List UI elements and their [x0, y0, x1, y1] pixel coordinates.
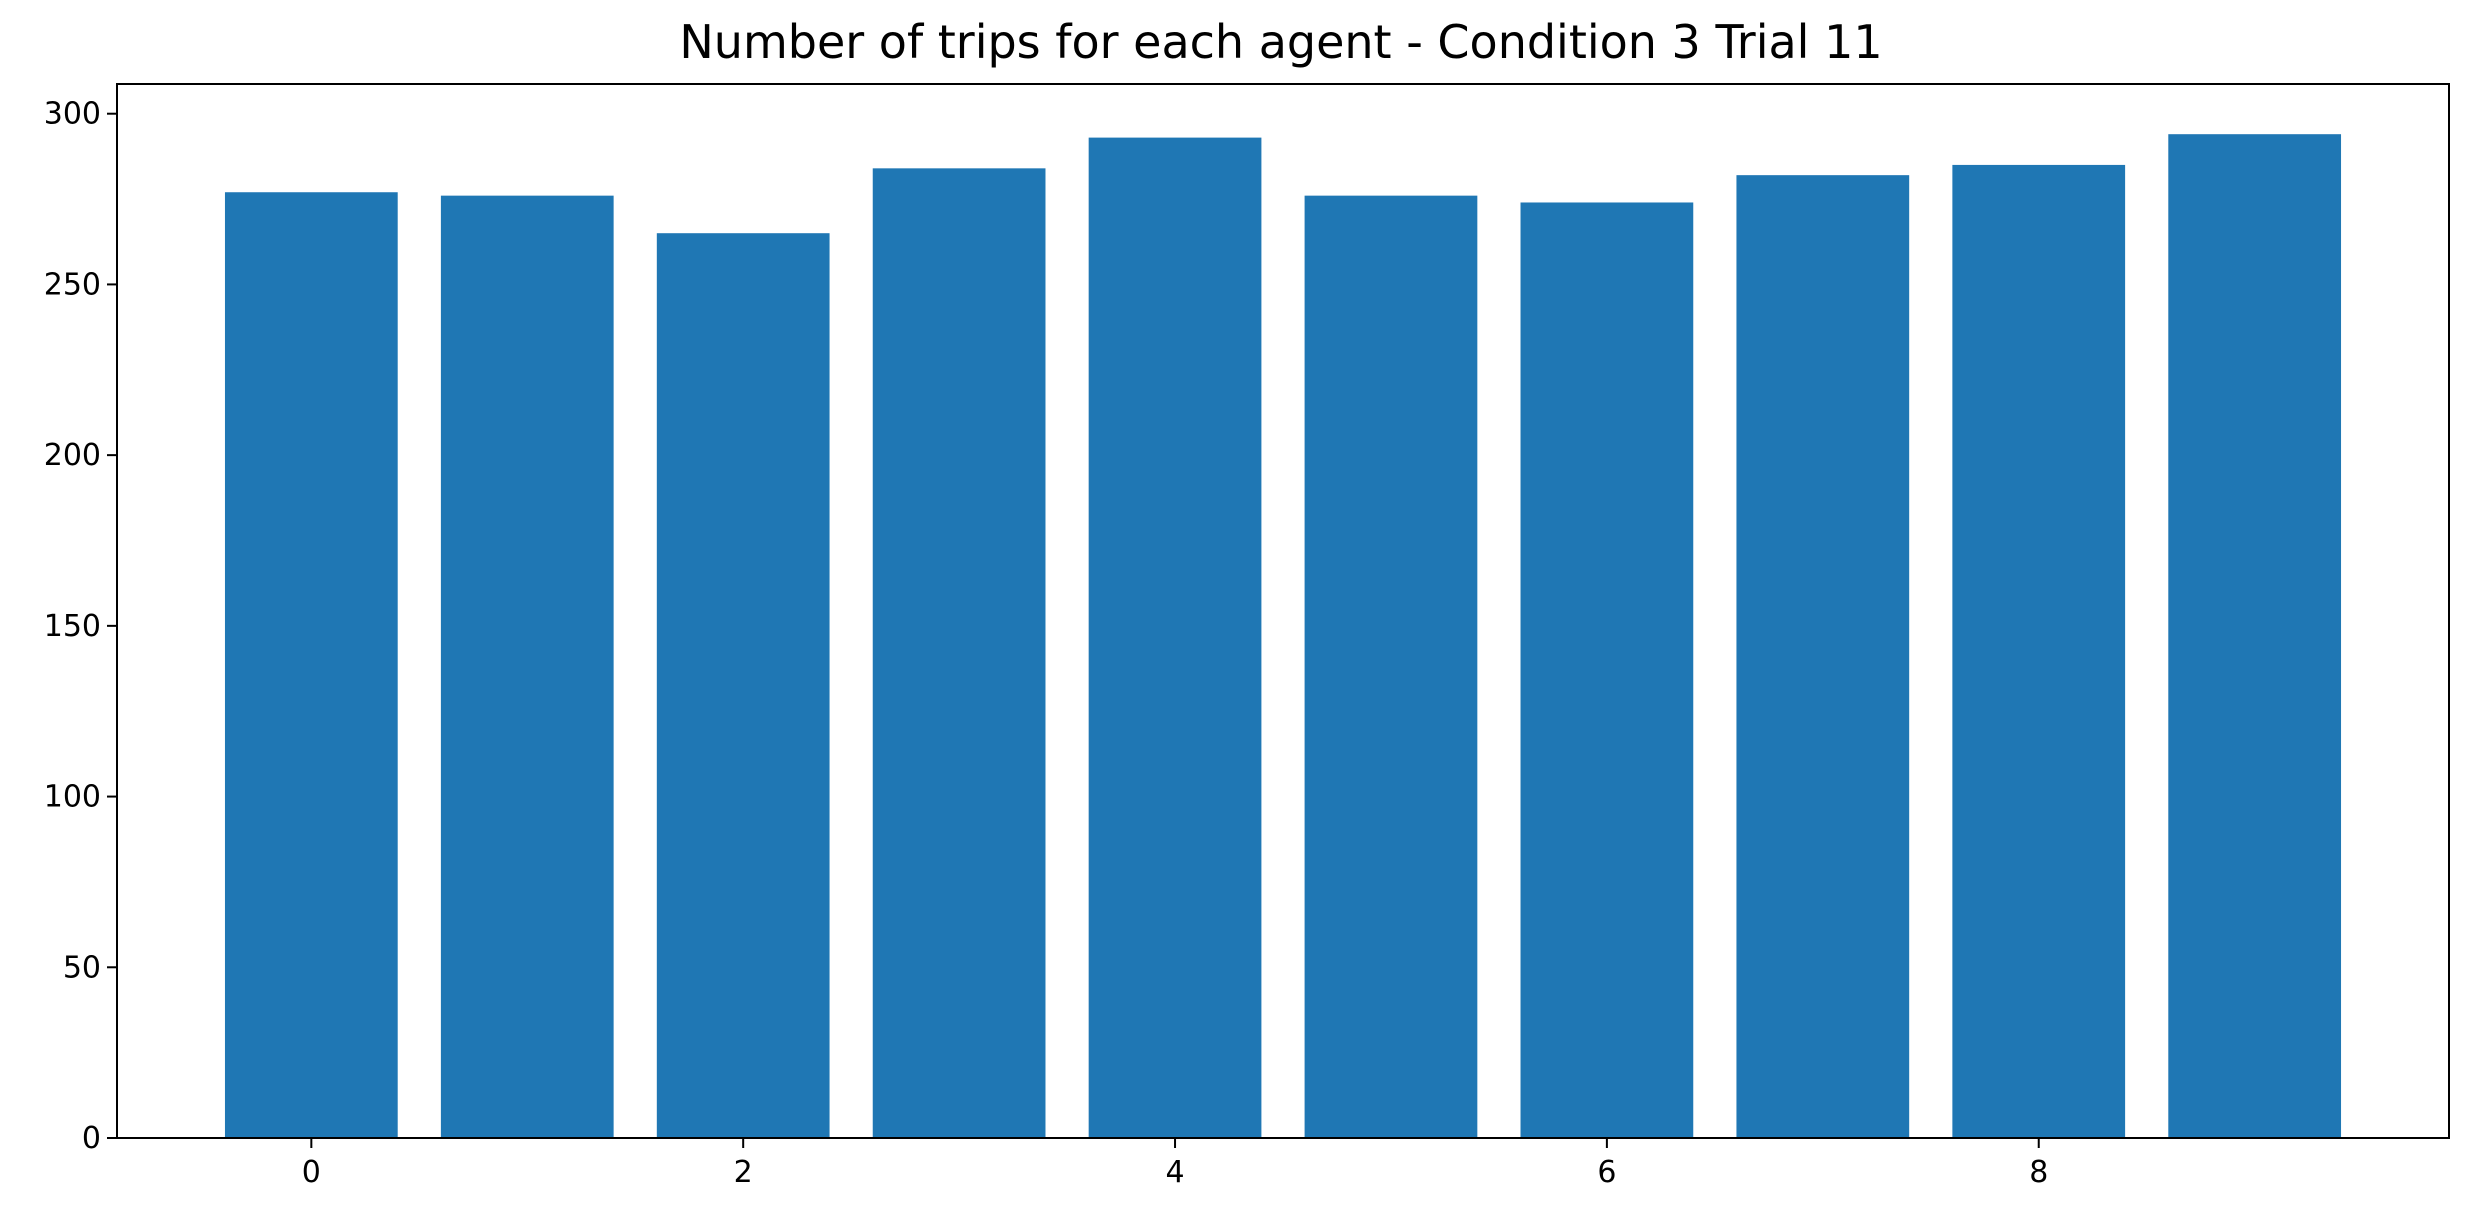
y-tick-label: 0 — [82, 1121, 101, 1156]
y-tick-label: 100 — [44, 780, 101, 815]
plot-frame — [116, 83, 2450, 1139]
bar-agent-2 — [656, 233, 830, 1139]
y-tick-label: 250 — [44, 267, 101, 302]
bar-agent-1 — [440, 195, 614, 1139]
bar-agent-9 — [2168, 134, 2342, 1138]
x-tick-label: 6 — [1597, 1155, 1616, 1190]
x-tick-label: 4 — [1165, 1155, 1184, 1190]
x-tick-label: 8 — [2029, 1155, 2048, 1190]
chart-title: Number of trips for each agent - Conditi… — [679, 15, 1882, 69]
bar-agent-8 — [1952, 164, 2126, 1139]
y-tick-label: 200 — [44, 438, 101, 473]
x-tick-label: 2 — [734, 1155, 753, 1190]
bar-agent-0 — [224, 192, 398, 1138]
bar-agent-7 — [1736, 175, 1910, 1138]
bar-agent-3 — [872, 168, 1046, 1138]
x-axis: 0 2 4 6 8 — [302, 1138, 2048, 1190]
bar-agent-5 — [1304, 195, 1478, 1139]
y-tick-label: 50 — [63, 950, 101, 985]
x-tick-label: 0 — [302, 1155, 321, 1190]
bar-agent-6 — [1520, 202, 1694, 1139]
y-tick-label: 150 — [44, 609, 101, 644]
bar-agent-4 — [1088, 137, 1262, 1138]
bars-layer — [224, 134, 2342, 1139]
y-axis: 0 50 100 150 200 250 300 — [44, 97, 117, 1156]
y-tick-label: 300 — [44, 97, 101, 132]
